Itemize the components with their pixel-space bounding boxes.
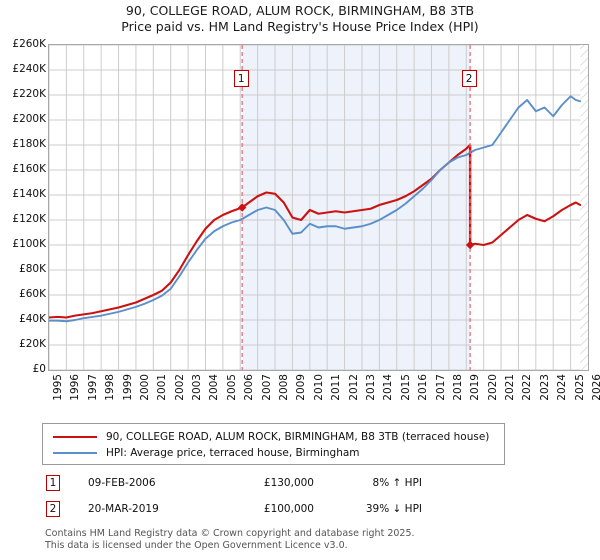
- transaction-row[interactable]: 1 09-FEB-2006 £130,000 8% ↑ HPI: [42, 472, 512, 498]
- transactions-list: 1 09-FEB-2006 £130,000 8% ↑ HPI 2 20-MAR-2019…: [42, 472, 512, 524]
- x-axis-tick-label: 2012: [347, 374, 360, 401]
- legend-swatch-icon: [53, 436, 97, 438]
- legend-swatch-icon: [53, 452, 97, 454]
- footer-line-1: Contains HM Land Registry data © Crown c…: [45, 528, 415, 539]
- y-axis-tick-label: £260K: [12, 38, 46, 50]
- footer-attribution: Contains HM Land Registry data © Crown c…: [45, 528, 585, 551]
- x-axis-tick-label: 1997: [86, 374, 99, 401]
- y-axis: £0 £20K £40K £60K £80K £100K £120K £140K £160K £1…: [0, 38, 46, 375]
- x-axis-tick-label: 2023: [538, 374, 551, 401]
- transaction-date: 09-FEB-2006: [88, 477, 156, 489]
- footer-line-2: This data is licensed under the Open Gov…: [45, 539, 348, 551]
- y-axis-tick-label: £20K: [19, 338, 46, 350]
- y-axis-tick-label: £240K: [12, 63, 46, 75]
- chart-legend: 90, COLLEGE ROAD, ALUM ROCK, BIRMINGHAM,…: [42, 423, 505, 465]
- x-axis-tick-label: 2022: [521, 374, 534, 401]
- x-axis-tick-label: 2008: [278, 374, 291, 401]
- x-axis-tick-label: 2026: [591, 374, 600, 401]
- x-axis-tick-label: 2006: [243, 374, 256, 401]
- y-axis-tick-label: £40K: [19, 313, 46, 325]
- x-axis-tick-label: 2024: [556, 374, 569, 401]
- x-axis-tick-label: 2016: [417, 374, 430, 401]
- x-axis-tick-label: 2005: [225, 374, 238, 401]
- x-axis-tick-label: 2020: [486, 374, 499, 401]
- x-axis-tick-label: 2018: [451, 374, 464, 401]
- x-axis-tick-label: 2003: [191, 374, 204, 401]
- transaction-price: £130,000: [263, 477, 314, 489]
- x-axis-tick-label: 1999: [121, 374, 134, 401]
- transaction-hpi-delta: 8% ↑ HPI: [372, 477, 422, 489]
- x-axis-tick-label: 2010: [312, 374, 325, 401]
- title-line-1: 90, COLLEGE ROAD, ALUM ROCK, BIRMINGHAM,…: [125, 3, 475, 18]
- y-axis-tick-label: £180K: [12, 138, 46, 150]
- y-axis-tick-label: £160K: [12, 163, 46, 175]
- legend-item-0: 90, COLLEGE ROAD, ALUM ROCK, BIRMINGHAM,…: [43, 429, 504, 445]
- legend-item-1: HPI: Average price, terraced house, Birm…: [43, 445, 504, 461]
- y-axis-tick-label: £200K: [12, 113, 46, 125]
- y-axis-tick-label: £100K: [12, 238, 46, 250]
- x-axis-tick-label: 1996: [69, 374, 82, 401]
- x-axis-tick-label: 2011: [330, 374, 343, 401]
- chart-plot-area[interactable]: [48, 44, 589, 371]
- legend-label: HPI: Average price, terraced house, Birm…: [106, 447, 360, 459]
- y-axis-tick-label: £60K: [19, 288, 46, 300]
- legend-label: 90, COLLEGE ROAD, ALUM ROCK, BIRMINGHAM,…: [106, 431, 490, 443]
- page-title: 90, COLLEGE ROAD, ALUM ROCK, BIRMINGHAM,…: [0, 3, 600, 35]
- x-axis-tick-label: 2025: [573, 374, 586, 401]
- x-axis-tick-label: 2009: [295, 374, 308, 401]
- chart-svg: [49, 45, 588, 370]
- transaction-hpi-delta: 39% ↓ HPI: [365, 503, 422, 515]
- transaction-badge-2: 2: [46, 501, 60, 517]
- x-axis-tick-label: 2015: [399, 374, 412, 401]
- chart-marker-badge-2[interactable]: 2: [461, 70, 477, 87]
- y-axis-tick-label: £120K: [12, 213, 46, 225]
- y-axis-tick-label: £140K: [12, 188, 46, 200]
- transaction-badge-1: 1: [46, 475, 60, 491]
- x-axis-tick-label: 2021: [504, 374, 517, 401]
- y-axis-tick-label: £220K: [12, 88, 46, 100]
- transaction-date: 20-MAR-2019: [88, 503, 159, 515]
- transaction-price: £100,000: [263, 503, 314, 515]
- x-axis-tick-label: 2007: [260, 374, 273, 401]
- chart-marker-badge-1[interactable]: 1: [233, 70, 249, 87]
- x-axis-tick-label: 2002: [173, 374, 186, 401]
- x-axis-tick-label: 2014: [382, 374, 395, 401]
- y-axis-tick-label: £0: [32, 363, 46, 375]
- x-axis-tick-label: 2004: [208, 374, 221, 401]
- x-axis-tick-label: 2000: [138, 374, 151, 401]
- transaction-row[interactable]: 2 20-MAR-2019 £100,000 39% ↓ HPI: [42, 498, 512, 524]
- title-line-2: Price paid vs. HM Land Registry's House …: [121, 19, 479, 34]
- x-axis-tick-label: 2017: [434, 374, 447, 401]
- x-axis: 1995 1996 1997 1998 1999 2000 2001 2002 2003 2004…: [48, 374, 600, 418]
- x-axis-tick-label: 1998: [104, 374, 117, 401]
- x-axis-tick-label: 2019: [469, 374, 482, 401]
- x-axis-tick-label: 2013: [364, 374, 377, 401]
- x-axis-tick-label: 2001: [156, 374, 169, 401]
- x-axis-tick-label: 1995: [52, 374, 64, 401]
- y-axis-tick-label: £80K: [19, 263, 46, 275]
